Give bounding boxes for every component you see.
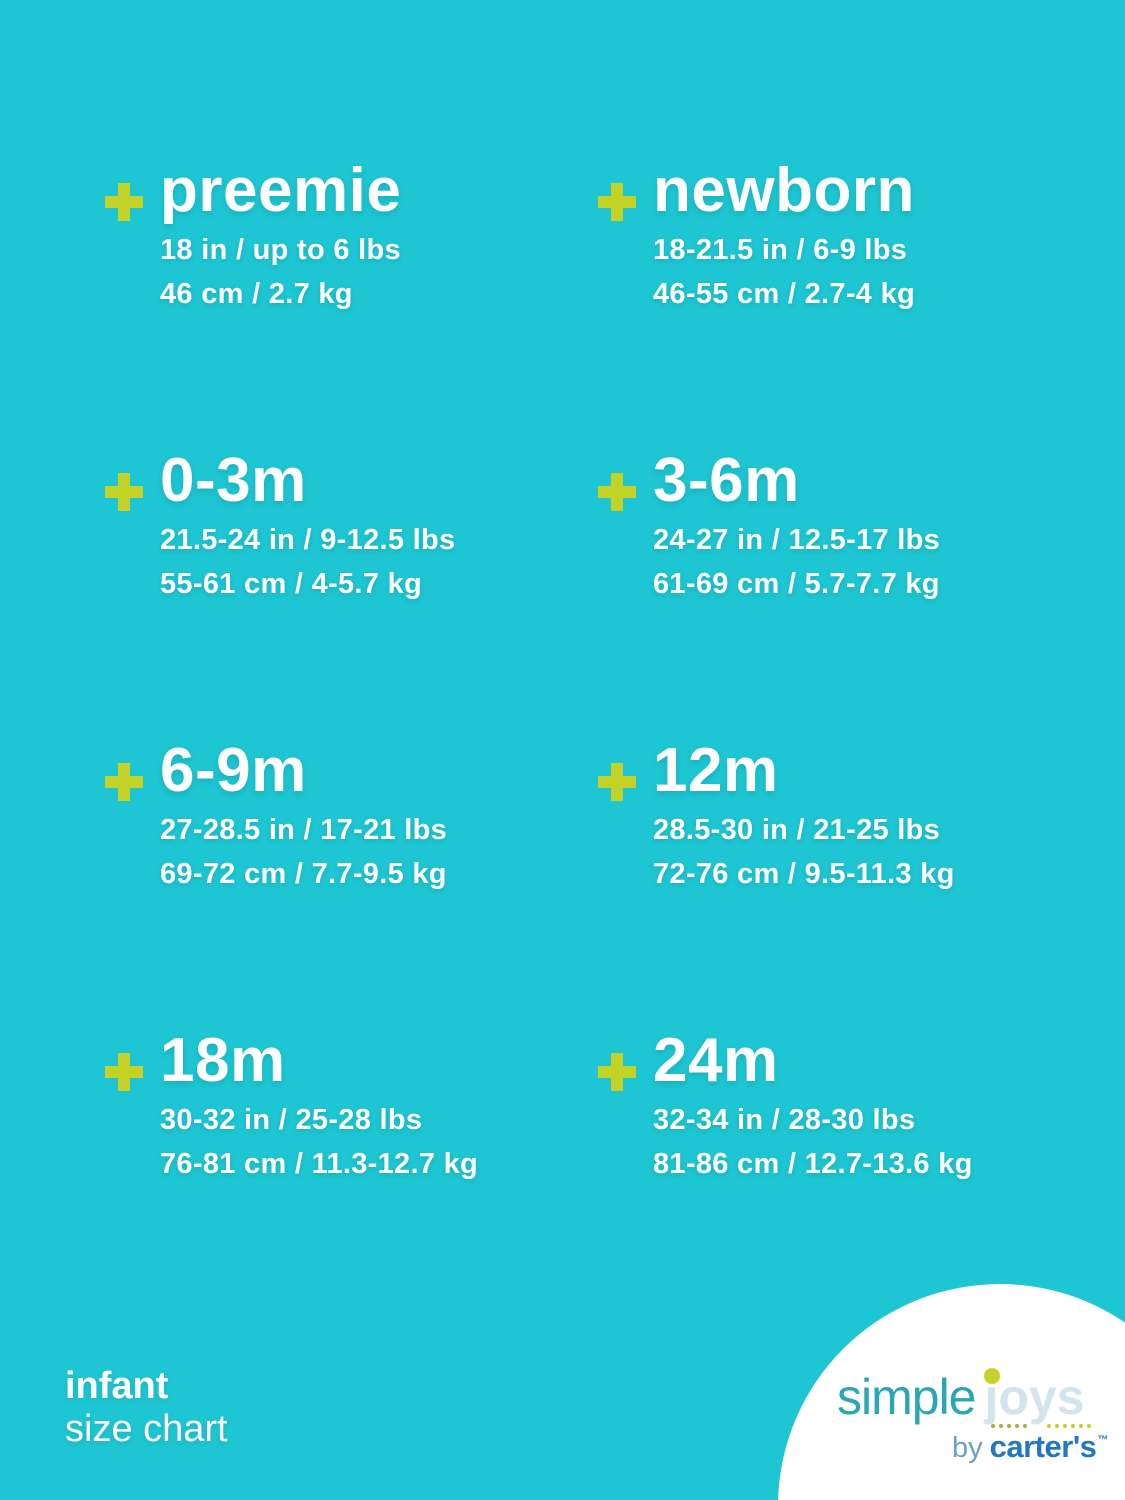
plus-icon <box>598 1053 636 1091</box>
size-range-metric: 81-86 cm / 12.7-13.6 kg <box>653 1148 973 1180</box>
size-range-imperial: 30-32 in / 25-28 lbs <box>160 1104 423 1136</box>
chart-title-subtitle: size chart <box>65 1408 228 1450</box>
size-cell-newborn: newborn 18-21.5 in / 6-9 lbs 46-55 cm / … <box>598 160 973 450</box>
size-cell-6-9m: 6-9m 27-28.5 in / 17-21 lbs 69-72 cm / 7… <box>105 740 598 1030</box>
plus-icon <box>598 183 636 221</box>
size-cell-preemie: preemie 18 in / up to 6 lbs 46 cm / 2.7 … <box>105 160 598 450</box>
brand-joys-text: joys <box>984 1369 1085 1425</box>
size-range-imperial: 27-28.5 in / 17-21 lbs <box>160 814 448 846</box>
size-label: preemie <box>160 156 402 225</box>
chart-title: infant size chart <box>65 1365 228 1451</box>
size-range-metric: 69-72 cm / 7.7-9.5 kg <box>160 858 447 890</box>
size-range-metric: 72-76 cm / 9.5-11.3 kg <box>653 858 955 890</box>
size-range-imperial: 24-27 in / 12.5-17 lbs <box>653 524 941 556</box>
size-range-metric: 76-81 cm / 11.3-12.7 kg <box>160 1148 479 1180</box>
plus-icon <box>598 473 636 511</box>
brand-simple-text: simple <box>837 1369 976 1425</box>
size-range-imperial: 32-34 in / 28-30 lbs <box>653 1104 916 1136</box>
size-cell-3-6m: 3-6m 24-27 in / 12.5-17 lbs 61-69 cm / 5… <box>598 450 973 740</box>
size-range-imperial: 18-21.5 in / 6-9 lbs <box>653 234 908 266</box>
size-range-imperial: 18 in / up to 6 lbs <box>160 234 401 266</box>
brand-by-carters: by carter's™ <box>952 1431 1108 1470</box>
plus-icon <box>105 473 143 511</box>
brand-wordmark: simple joys <box>837 1372 1085 1422</box>
size-range-imperial: 21.5-24 in / 9-12.5 lbs <box>160 524 456 556</box>
size-label: 24m <box>653 1026 779 1095</box>
size-label: 18m <box>160 1026 286 1095</box>
plus-icon <box>105 183 143 221</box>
size-label: newborn <box>653 156 915 225</box>
size-cell-18m: 18m 30-32 in / 25-28 lbs 76-81 cm / 11.3… <box>105 1030 598 1320</box>
size-cell-12m: 12m 28.5-30 in / 21-25 lbs 72-76 cm / 9.… <box>598 740 973 1030</box>
brand-carters-text: carter's™ <box>989 1429 1109 1464</box>
trademark-symbol: ™ <box>1097 1434 1108 1446</box>
size-range-metric: 46-55 cm / 2.7-4 kg <box>653 278 916 310</box>
brand-by-text: by <box>952 1432 983 1464</box>
size-label: 12m <box>653 736 779 805</box>
plus-icon <box>105 763 143 801</box>
size-label: 3-6m <box>653 446 800 515</box>
size-range-metric: 55-61 cm / 4-5.7 kg <box>160 568 423 600</box>
brand-dotted-underline-right <box>1047 1424 1091 1428</box>
size-cell-0-3m: 0-3m 21.5-24 in / 9-12.5 lbs 55-61 cm / … <box>105 450 598 740</box>
plus-icon <box>598 763 636 801</box>
size-label: 6-9m <box>160 736 307 805</box>
size-range-metric: 61-69 cm / 5.7-7.7 kg <box>653 568 940 600</box>
size-range-metric: 46 cm / 2.7 kg <box>160 278 353 310</box>
plus-icon <box>105 1053 143 1091</box>
size-grid: preemie 18 in / up to 6 lbs 46 cm / 2.7 … <box>105 160 973 1320</box>
brand-dotted-underline-left <box>991 1424 1027 1428</box>
size-cell-24m: 24m 32-34 in / 28-30 lbs 81-86 cm / 12.7… <box>598 1030 973 1320</box>
brand-j-dot-icon <box>984 1368 1000 1384</box>
chart-title-category: infant <box>65 1365 169 1407</box>
size-label: 0-3m <box>160 446 307 515</box>
size-range-imperial: 28.5-30 in / 21-25 lbs <box>653 814 941 846</box>
